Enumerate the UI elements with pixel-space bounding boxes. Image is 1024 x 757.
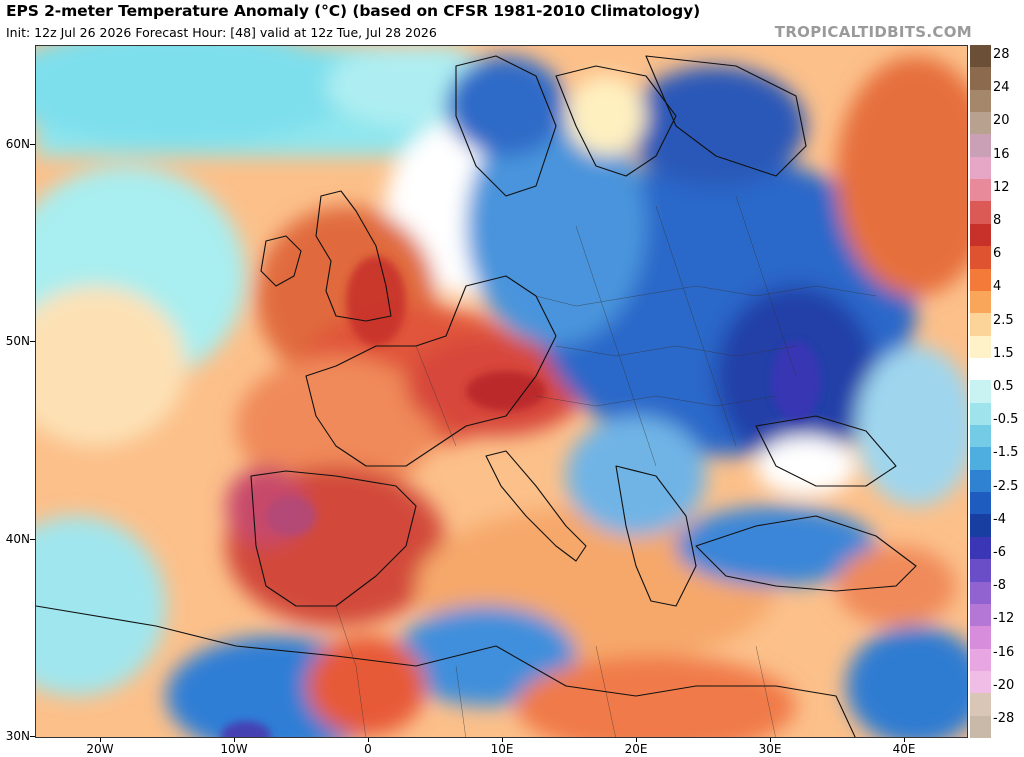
lon-tick-10w — [234, 738, 235, 742]
lon-tick-30e — [770, 738, 771, 742]
colorbar-swatch — [970, 492, 991, 515]
colorbar-label: 6 — [993, 246, 1002, 262]
colorbar-swatch — [970, 67, 991, 91]
lat-tick-60n — [30, 144, 35, 145]
colorbar-label: 1.5 — [993, 345, 1014, 361]
colorbar-label: 12 — [993, 179, 1010, 195]
colorbar-swatch — [970, 357, 991, 381]
colorbar-swatch — [970, 648, 991, 672]
colorbar-swatch — [970, 715, 991, 739]
colorbar-label: -8 — [993, 578, 1006, 594]
lon-label-40e: 40E — [892, 742, 916, 756]
colorbar-swatch — [970, 514, 991, 538]
colorbar-swatch — [970, 425, 991, 448]
colorbar-label: 0.5 — [993, 379, 1014, 394]
map-title: EPS 2-meter Temperature Anomaly (°C) (ba… — [6, 2, 701, 20]
colorbar-swatch — [970, 179, 991, 202]
colorbar-label: 4 — [993, 279, 1002, 295]
lon-label-20w: 20W — [86, 742, 114, 756]
lon-label-0: 0 — [364, 742, 372, 756]
lon-label-10e: 10E — [490, 742, 514, 756]
colorbar-label: -12 — [993, 611, 1015, 627]
colorbar-swatch — [970, 559, 991, 582]
colorbar-swatch — [970, 335, 991, 359]
lon-label-30e: 30E — [758, 742, 782, 756]
lon-tick-20e — [636, 738, 637, 742]
colorbar-swatch — [970, 626, 991, 650]
map-canvas — [36, 46, 967, 737]
lat-label-50n: 50N — [5, 334, 30, 348]
temperature-anomaly-map — [35, 45, 968, 738]
colorbar-label: -20 — [993, 677, 1015, 693]
colorbar-swatch — [970, 156, 991, 180]
colorbar-swatch — [970, 693, 991, 717]
colorbar-swatch — [970, 89, 991, 113]
colorbar — [970, 45, 991, 739]
lat-tick-30n — [30, 736, 35, 737]
colorbar-swatch — [970, 223, 991, 247]
colorbar-label: 24 — [993, 80, 1010, 96]
colorbar-swatch — [970, 536, 991, 560]
colorbar-swatch — [970, 581, 991, 605]
colorbar-swatch — [970, 380, 991, 404]
colorbar-swatch — [970, 134, 991, 158]
colorbar-label: 28 — [993, 47, 1010, 62]
colorbar-swatch — [970, 447, 991, 471]
colorbar-swatch — [970, 603, 991, 627]
colorbar-label: 8 — [993, 213, 1002, 228]
colorbar-swatch — [970, 402, 991, 426]
lon-tick-0 — [368, 738, 369, 742]
lon-label-10w: 10W — [220, 742, 248, 756]
colorbar-label: -6 — [993, 545, 1006, 560]
colorbar-swatch — [970, 313, 991, 337]
brand-watermark: TROPICALTIDBITS.COM — [774, 23, 972, 41]
lon-label-20e: 20E — [624, 742, 648, 756]
colorbar-swatch — [970, 290, 991, 314]
colorbar-swatch — [970, 112, 991, 135]
colorbar-swatch — [970, 45, 991, 68]
colorbar-label: -4 — [993, 511, 1006, 527]
colorbar-swatch — [970, 246, 991, 270]
colorbar-label: -16 — [993, 644, 1015, 660]
map-subtitle: Init: 12z Jul 26 2026 Forecast Hour: [48… — [6, 25, 437, 40]
lat-label-30n: 30N — [5, 729, 30, 743]
colorbar-swatch — [970, 268, 991, 292]
colorbar-label: -28 — [993, 711, 1015, 726]
lat-label-40n: 40N — [5, 532, 30, 546]
colorbar-label: -0.5 — [993, 412, 1019, 428]
colorbar-label: 16 — [993, 146, 1010, 162]
lon-tick-40e — [904, 738, 905, 742]
colorbar-swatch — [970, 469, 991, 493]
lat-label-60n: 60N — [5, 137, 30, 151]
colorbar-label: -1.5 — [993, 445, 1019, 461]
colorbar-label: 20 — [993, 113, 1010, 129]
lat-tick-40n — [30, 539, 35, 540]
colorbar-label: -2.5 — [993, 478, 1019, 494]
lon-tick-10e — [502, 738, 503, 742]
colorbar-swatch — [970, 670, 991, 694]
colorbar-swatch — [970, 201, 991, 225]
lat-tick-50n — [30, 341, 35, 342]
lon-tick-20w — [100, 738, 101, 742]
colorbar-label: 2.5 — [993, 312, 1014, 328]
